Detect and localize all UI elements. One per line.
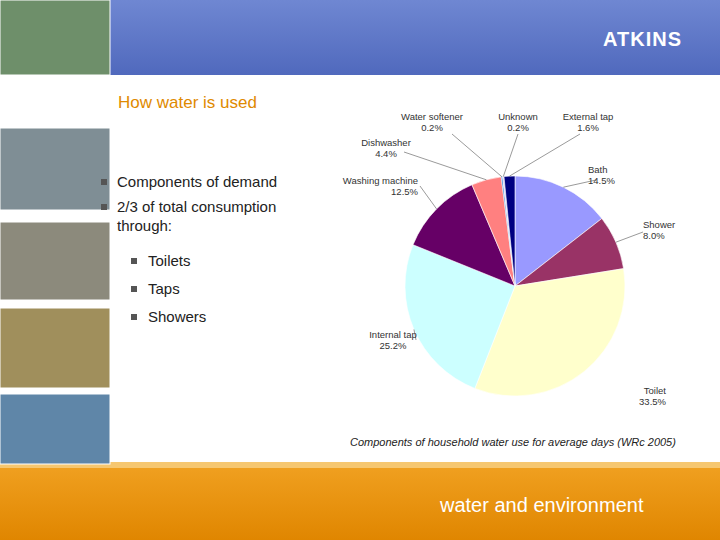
- chart-caption: Components of household water use for av…: [350, 436, 676, 448]
- slice-label: Dishwasher: [361, 137, 411, 148]
- leader-line: [509, 134, 580, 176]
- slice-value-label: 25.2%: [380, 340, 407, 351]
- slice-label: Water softener: [401, 111, 463, 122]
- slice-label: Washing machine: [343, 175, 418, 186]
- header-band: [0, 0, 720, 75]
- sub-bullet-text: Showers: [148, 308, 206, 325]
- slice-label: Shower: [643, 219, 675, 230]
- pie-slice: [472, 177, 515, 286]
- sub-bullet-text: Toilets: [148, 252, 191, 269]
- leader-line: [503, 134, 518, 177]
- slice-label: Unknown: [498, 111, 538, 122]
- photo: [0, 394, 110, 464]
- pie-slice: [504, 176, 515, 286]
- pie: [405, 176, 625, 396]
- bullet-text: Components of demand: [117, 173, 277, 190]
- bullet-text: 2/3 of total consumption: [117, 198, 276, 215]
- sub-bullet-text: Taps: [148, 280, 180, 297]
- bullet-marker: [131, 314, 137, 320]
- slice-value-label: 4.4%: [375, 148, 397, 159]
- pie-slice: [501, 177, 515, 286]
- slice-label: Bath: [588, 164, 608, 175]
- bullet-marker: [101, 204, 107, 210]
- footer-text: water and environment: [439, 494, 644, 516]
- leader-line: [420, 186, 437, 209]
- slice-value-label: 8.0%: [643, 230, 665, 241]
- slice-value-label: 0.2%: [507, 122, 529, 133]
- slice-value-label: 0.2%: [421, 122, 443, 133]
- photo: [0, 308, 110, 388]
- bullet-marker: [131, 286, 137, 292]
- slide: ATKINS How water is used Components of dem…: [0, 0, 720, 540]
- slice-value-label: 14.5%: [588, 175, 615, 186]
- bullet-text: through:: [117, 217, 172, 234]
- slice-value-label: 33.5%: [639, 396, 666, 407]
- photo: [0, 128, 110, 210]
- slice-label: External tap: [563, 111, 614, 122]
- leader-line: [452, 134, 502, 177]
- leader-line: [404, 152, 486, 180]
- pie-slice: [503, 177, 515, 286]
- bullet-marker: [101, 179, 107, 185]
- photo: [0, 0, 110, 75]
- slice-label: Toilet: [644, 385, 667, 396]
- slice-value-label: 12.5%: [391, 186, 418, 197]
- footer-band: [0, 466, 720, 540]
- bullet-marker: [131, 258, 137, 264]
- slice-value-label: 1.6%: [577, 122, 599, 133]
- slice-label: Internal tap: [369, 329, 417, 340]
- slide-title: How water is used: [118, 93, 257, 112]
- photo: [0, 222, 110, 300]
- data-labels: Bath14.5% Shower8.0% Toilet33.5% Internal t…: [343, 111, 675, 407]
- logo: ATKINS: [603, 28, 682, 50]
- leader-line: [616, 232, 643, 242]
